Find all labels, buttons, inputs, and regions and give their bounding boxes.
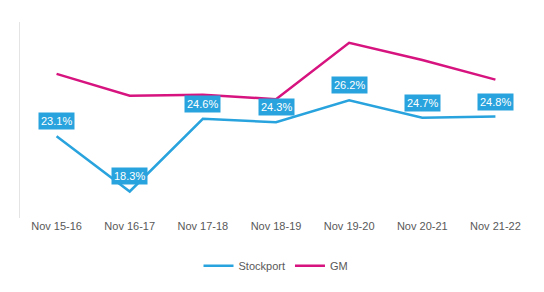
svg-text:Nov 16-17: Nov 16-17 [104,220,155,232]
svg-text:24.3%: 24.3% [261,101,292,113]
svg-text:Nov 17-18: Nov 17-18 [177,220,228,232]
svg-text:Nov 20-21: Nov 20-21 [397,220,448,232]
svg-text:23.1%: 23.1% [41,115,72,127]
svg-text:Nov 19-20: Nov 19-20 [324,220,375,232]
svg-text:Nov 21-22: Nov 21-22 [470,220,521,232]
svg-text:Nov 18-19: Nov 18-19 [251,220,302,232]
svg-text:26.2%: 26.2% [334,79,365,91]
svg-text:24.8%: 24.8% [480,96,511,108]
svg-text:18.3%: 18.3% [114,170,145,182]
svg-text:GM: GM [330,260,348,272]
svg-text:Nov 15-16: Nov 15-16 [31,220,82,232]
svg-text:24.6%: 24.6% [187,98,218,110]
svg-text:24.7%: 24.7% [407,97,438,109]
svg-text:Stockport: Stockport [239,260,285,272]
